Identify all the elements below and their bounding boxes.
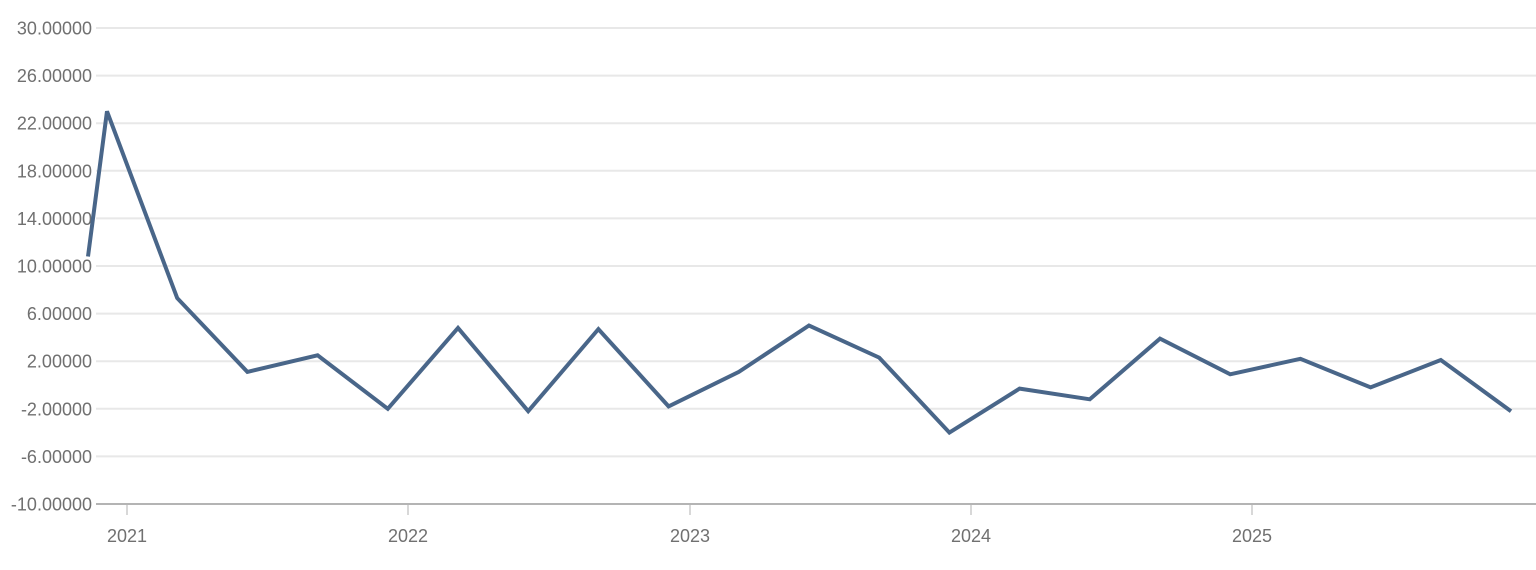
data-line-series[interactable] bbox=[86, 110, 1513, 436]
x-axis-tick-label: 2021 bbox=[107, 526, 147, 546]
y-axis-tick-label: 18.00000 bbox=[17, 161, 92, 181]
y-axis-tick-label: 26.00000 bbox=[17, 66, 92, 86]
y-axis-tick-label: 10.00000 bbox=[17, 257, 92, 277]
x-axis-tick-label: 2024 bbox=[951, 526, 991, 546]
y-axis-tick-label: 2.00000 bbox=[27, 352, 92, 372]
x-axis-tick-label: 2025 bbox=[1232, 526, 1272, 546]
y-axis-tick-label: -10.00000 bbox=[11, 495, 92, 515]
y-axis-tick-label: 14.00000 bbox=[17, 209, 92, 229]
x-axis-tick-label: 2023 bbox=[670, 526, 710, 546]
y-axis-tick-label: 6.00000 bbox=[27, 304, 92, 324]
y-axis-tick-label: -2.00000 bbox=[21, 399, 92, 419]
y-axis-tick-label: 30.00000 bbox=[17, 19, 92, 39]
x-axis-tick-label: 2022 bbox=[388, 526, 428, 546]
y-axis-tick-label: -6.00000 bbox=[21, 447, 92, 467]
y-axis-tick-label: 22.00000 bbox=[17, 114, 92, 134]
